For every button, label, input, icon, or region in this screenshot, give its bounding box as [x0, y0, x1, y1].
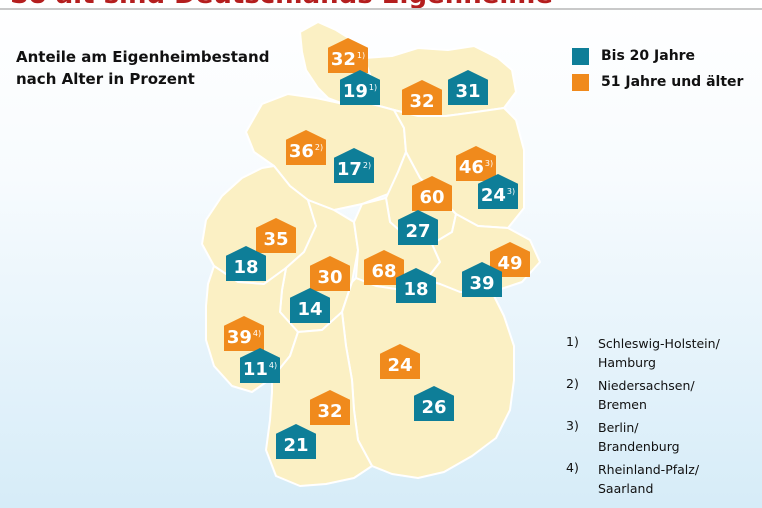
legend-swatch-old — [572, 73, 589, 91]
marker-value: 30 — [317, 267, 343, 288]
map-subtitle: Anteile am Eigenheimbestand nach Alter i… — [16, 46, 316, 90]
legend-label-young: Bis 20 Jahre — [601, 48, 696, 64]
footnote-1: 1) Schleswig-Holstein/Hamburg — [566, 334, 756, 372]
marker-value: 36 — [288, 141, 314, 162]
marker-value: 39 — [469, 273, 495, 294]
marker-footnote-ref: 4) — [268, 361, 278, 370]
footnote-text: Niedersachsen/ — [598, 378, 695, 393]
marker-footnote-ref: 2) — [362, 161, 372, 170]
legend-swatch-young — [572, 47, 589, 65]
marker-value: 26 — [421, 397, 447, 418]
marker-value: 19 — [342, 81, 368, 102]
marker-value: 35 — [263, 229, 289, 250]
footnote-4: 4) Rheinland-Pfalz/Saarland — [566, 460, 756, 498]
marker-value: 21 — [283, 435, 309, 456]
footnote-text: Saarland — [598, 481, 654, 496]
marker-footnote-ref: 1) — [368, 83, 378, 92]
marker-value: 46 — [458, 157, 484, 178]
marker-young-mecklenburg-vorpommern: 31 — [448, 70, 488, 105]
marker-footnote-ref: 1) — [356, 51, 366, 60]
legend-item-old: 51 Jahre und älter — [572, 70, 757, 94]
marker-value: 18 — [403, 279, 429, 300]
footnote-number: 1) — [566, 334, 579, 349]
marker-value: 17 — [336, 159, 362, 180]
marker-value: 49 — [497, 253, 523, 274]
marker-value: 68 — [371, 261, 397, 282]
marker-value: 18 — [233, 257, 259, 278]
subtitle-line-2: nach Alter in Prozent — [16, 70, 195, 88]
footnote-number: 3) — [566, 418, 579, 433]
marker-value: 60 — [419, 187, 445, 208]
footnote-text: Berlin/ — [598, 420, 639, 435]
marker-value: 24 — [480, 185, 506, 206]
footnote-number: 4) — [566, 460, 579, 475]
footnote-text: Bremen — [598, 397, 647, 412]
footnote-text: Hamburg — [598, 355, 656, 370]
subtitle-line-1: Anteile am Eigenheimbestand — [16, 48, 270, 66]
marker-value: 32 — [409, 91, 435, 112]
footnote-text: Brandenburg — [598, 439, 680, 454]
footnote-3: 3) Berlin/Brandenburg — [566, 418, 756, 456]
footnote-number: 2) — [566, 376, 579, 391]
marker-footnote-ref: 2) — [314, 143, 324, 152]
marker-footnote-ref: 3) — [506, 187, 516, 196]
marker-value: 39 — [226, 327, 252, 348]
state-bayern — [341, 277, 515, 479]
marker-footnote-ref: 4) — [252, 329, 262, 338]
marker-value: 24 — [387, 355, 413, 376]
title-divider — [0, 8, 762, 10]
marker-value: 27 — [405, 221, 431, 242]
marker-value: 32 — [330, 49, 356, 70]
footnote-2: 2) Niedersachsen/Bremen — [566, 376, 756, 414]
footnote-text: Schleswig-Holstein/ — [598, 336, 720, 351]
marker-value: 32 — [317, 401, 343, 422]
legend: Bis 20 Jahre 51 Jahre und älter — [572, 44, 757, 96]
legend-item-young: Bis 20 Jahre — [572, 44, 757, 68]
marker-value: 11 — [242, 359, 268, 380]
footnotes: 1) Schleswig-Holstein/Hamburg 2) Nieders… — [566, 334, 756, 502]
legend-label-old: 51 Jahre und älter — [601, 74, 744, 90]
page-title: So alt sind Deutschlands Eigenheime — [10, 0, 750, 8]
marker-value: 31 — [455, 81, 481, 102]
footnote-text: Rheinland-Pfalz/ — [598, 462, 700, 477]
marker-footnote-ref: 3) — [484, 159, 494, 168]
marker-value: 14 — [297, 299, 323, 320]
